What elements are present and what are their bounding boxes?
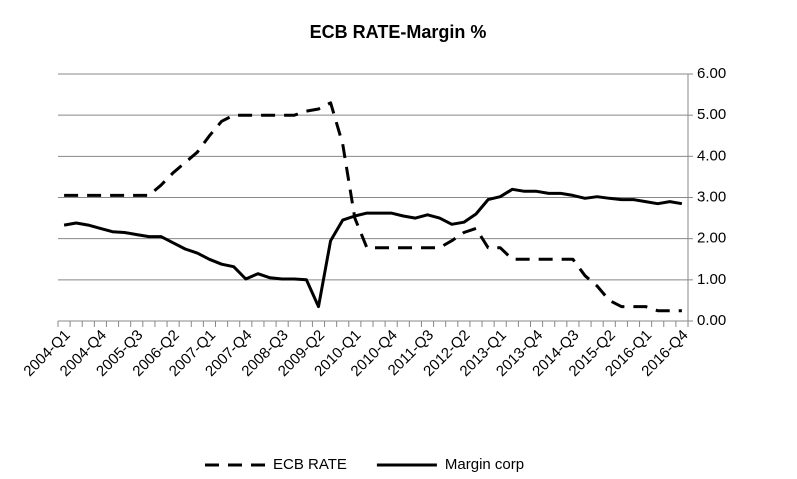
y-tick-label: 0.00 xyxy=(697,312,726,329)
series-line xyxy=(63,187,683,309)
y-tick-label: 4.00 xyxy=(697,147,726,164)
y-tick-label: 6.00 xyxy=(697,65,726,82)
chart-title: ECB RATE-Margin % xyxy=(310,22,487,42)
y-tick-label: 2.00 xyxy=(697,230,726,247)
legend-label: Margin corp xyxy=(445,456,524,473)
y-tick-label: 3.00 xyxy=(697,188,726,205)
legend-label: ECB RATE xyxy=(273,456,347,473)
y-tick-label: 5.00 xyxy=(697,106,726,123)
y-tick-label: 1.00 xyxy=(697,271,726,288)
